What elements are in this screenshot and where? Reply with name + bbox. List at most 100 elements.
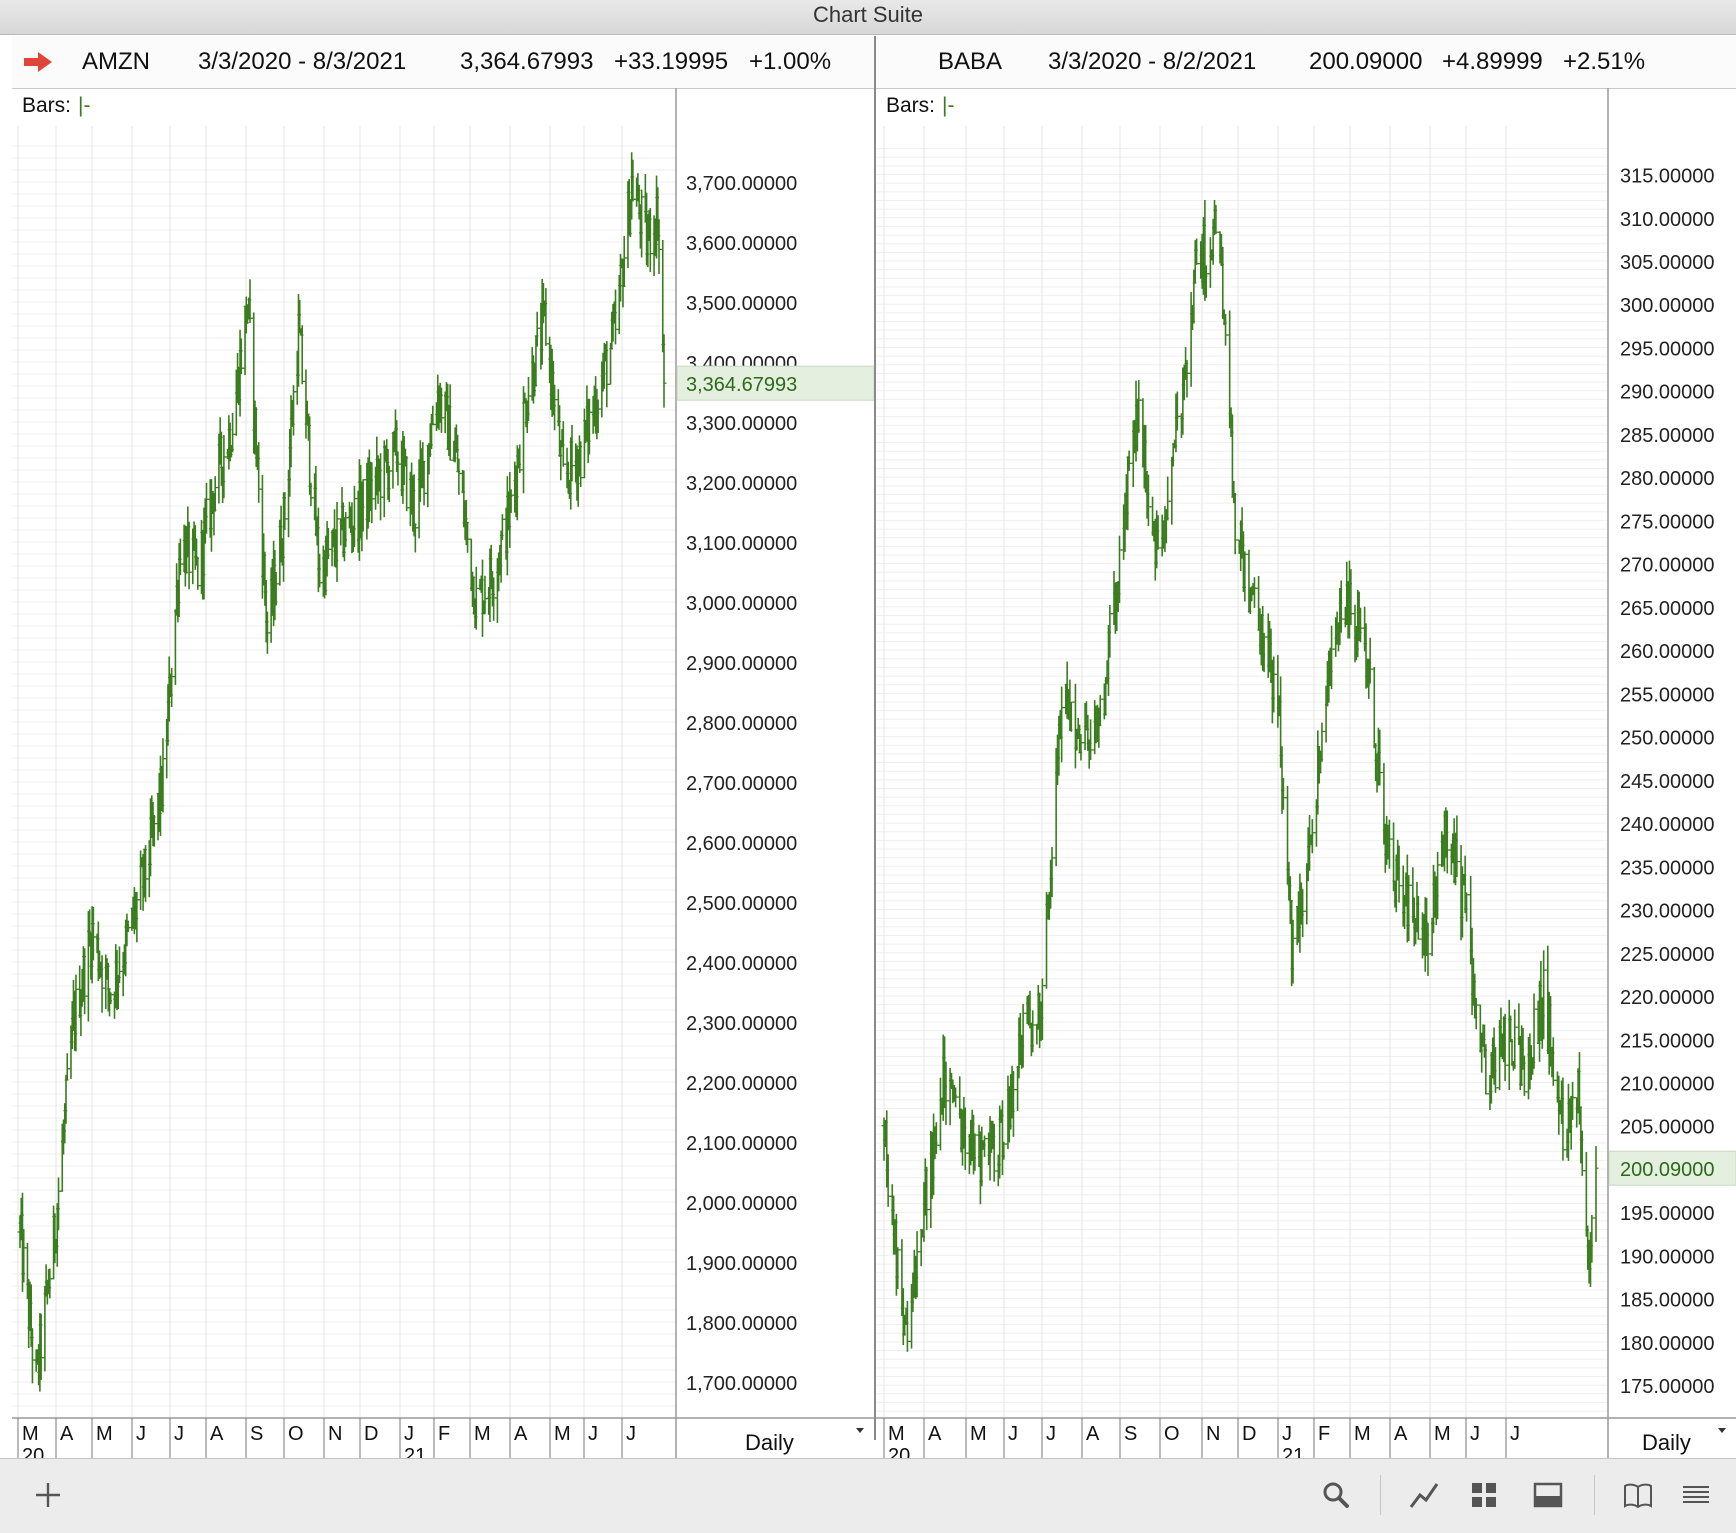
window-title-bar: Chart Suite: [0, 0, 1736, 35]
month-label: M: [1354, 1423, 1371, 1445]
chevron-down-icon[interactable]: [856, 1428, 864, 1433]
month-label: D: [364, 1423, 378, 1445]
price-change: +4.89999: [1442, 48, 1543, 75]
y-tick-label: 190.00000: [1620, 1246, 1715, 1268]
chart-area[interactable]: Bars: |- 175.00000 180.00000 185.00000 190.00…: [876, 88, 1736, 1492]
price-change: +33.19995: [614, 48, 729, 75]
y-tick-label: 1,700.00000: [686, 1373, 797, 1395]
month-label: M: [96, 1423, 113, 1445]
toolbar-separator: [1594, 1475, 1595, 1515]
last-price: 3,364.67993: [460, 48, 594, 75]
bars-label: Bars:: [886, 94, 935, 117]
y-tick-label: 3,100.00000: [686, 533, 797, 555]
symbol-info-bar: AMZN 3/3/2020 - 8/3/2021 3,364.67993 +33…: [12, 36, 874, 89]
y-tick-label: 255.00000: [1620, 684, 1715, 706]
chart-panel-amzn[interactable]: AMZN 3/3/2020 - 8/3/2021 3,364.67993 +33…: [12, 36, 876, 1484]
symbol-label[interactable]: BABA: [938, 48, 1003, 75]
month-label: J: [588, 1423, 598, 1445]
month-label: M: [1434, 1423, 1451, 1445]
month-label: D: [1242, 1423, 1256, 1445]
plus-icon[interactable]: [32, 1479, 64, 1511]
y-tick-label: 280.00000: [1620, 468, 1715, 490]
percent-change: +1.00%: [749, 48, 832, 75]
month-label: S: [1124, 1423, 1137, 1445]
month-label: J: [136, 1423, 146, 1445]
y-tick-label: 3,500.00000: [686, 293, 797, 315]
month-label: A: [514, 1423, 528, 1445]
grid-icon[interactable]: [1468, 1479, 1500, 1511]
y-tick-label: 250.00000: [1620, 728, 1715, 750]
y-tick-label: 260.00000: [1620, 641, 1715, 663]
y-tick-label: 270.00000: [1620, 555, 1715, 577]
month-label: S: [250, 1423, 263, 1445]
book-icon[interactable]: [1622, 1479, 1654, 1511]
bars-value[interactable]: |-: [78, 94, 90, 117]
y-tick-label: 3,700.00000: [686, 173, 797, 195]
y-tick-label: 175.00000: [1620, 1376, 1715, 1398]
y-tick-label: 2,600.00000: [686, 833, 797, 855]
month-label: M: [554, 1423, 571, 1445]
y-tick-label: 3,300.00000: [686, 413, 797, 435]
month-label: O: [1164, 1423, 1180, 1445]
layout-icon[interactable]: [1532, 1479, 1564, 1511]
chart-area[interactable]: Bars: |- 1,700.00000 1,800.00000 1,900.00000…: [12, 88, 874, 1492]
month-label: J: [404, 1423, 414, 1445]
date-range: 3/3/2020 - 8/3/2021: [198, 48, 407, 75]
magnifier-icon[interactable]: [1320, 1479, 1352, 1511]
y-tick-label: 305.00000: [1620, 252, 1715, 274]
y-tick-label: 2,500.00000: [686, 893, 797, 915]
date-range: 3/3/2020 - 8/2/2021: [1048, 48, 1257, 75]
month-label: M: [970, 1423, 987, 1445]
month-label: J: [1046, 1423, 1056, 1445]
chevron-down-icon[interactable]: [1718, 1428, 1726, 1433]
chart-panel-baba[interactable]: BABA 3/3/2020 - 8/2/2021 200.09000 +4.89…: [876, 36, 1736, 1484]
y-tick-label: 3,000.00000: [686, 593, 797, 615]
y-tick-label: 275.00000: [1620, 511, 1715, 533]
y-tick-label: 245.00000: [1620, 771, 1715, 793]
y-tick-label: 230.00000: [1620, 901, 1715, 923]
y-tick-label: 3,600.00000: [686, 233, 797, 255]
bars-value[interactable]: |-: [942, 94, 954, 117]
y-tick-label: 265.00000: [1620, 598, 1715, 620]
menu-icon[interactable]: [1680, 1479, 1712, 1511]
y-tick-label: 310.00000: [1620, 209, 1715, 231]
y-tick-label: 2,400.00000: [686, 953, 797, 975]
y-tick-label: 3,200.00000: [686, 473, 797, 495]
month-label: M: [474, 1423, 491, 1445]
interval-selector[interactable]: Daily: [1642, 1430, 1691, 1455]
month-label: O: [288, 1423, 304, 1445]
symbol-label[interactable]: AMZN: [82, 48, 150, 75]
active-arrow-icon[interactable]: [22, 50, 54, 74]
month-label: J: [174, 1423, 184, 1445]
interval-selector[interactable]: Daily: [745, 1430, 794, 1455]
y-tick-label: 295.00000: [1620, 338, 1715, 360]
y-tick-label: 315.00000: [1620, 166, 1715, 188]
month-label: N: [328, 1423, 342, 1445]
y-tick-label: 285.00000: [1620, 425, 1715, 447]
y-tick-label: 225.00000: [1620, 944, 1715, 966]
y-tick-label: 195.00000: [1620, 1203, 1715, 1225]
current-price-marker: [676, 365, 874, 401]
line-chart-icon[interactable]: [1408, 1479, 1440, 1511]
month-label: F: [1318, 1423, 1330, 1445]
month-label: A: [928, 1423, 942, 1445]
month-label: N: [1206, 1423, 1220, 1445]
y-tick-label: 185.00000: [1620, 1290, 1715, 1312]
current-price-marker: [1608, 1150, 1736, 1186]
percent-change: +2.51%: [1563, 48, 1646, 75]
month-label: A: [1394, 1423, 1408, 1445]
month-label: A: [1086, 1423, 1100, 1445]
bars-label: Bars:: [22, 94, 71, 117]
month-label: A: [210, 1423, 224, 1445]
y-tick-label: 180.00000: [1620, 1333, 1715, 1355]
y-tick-label: 240.00000: [1620, 814, 1715, 836]
y-tick-label: 2,800.00000: [686, 713, 797, 735]
y-tick-label: 2,300.00000: [686, 1013, 797, 1035]
month-label: J: [1470, 1423, 1480, 1445]
y-tick-label: 220.00000: [1620, 987, 1715, 1009]
month-label: J: [1510, 1423, 1520, 1445]
symbol-info-bar: BABA 3/3/2020 - 8/2/2021 200.09000 +4.89…: [876, 36, 1736, 89]
y-tick-label: 210.00000: [1620, 1073, 1715, 1095]
month-label: A: [60, 1423, 74, 1445]
y-tick-label: 235.00000: [1620, 857, 1715, 879]
